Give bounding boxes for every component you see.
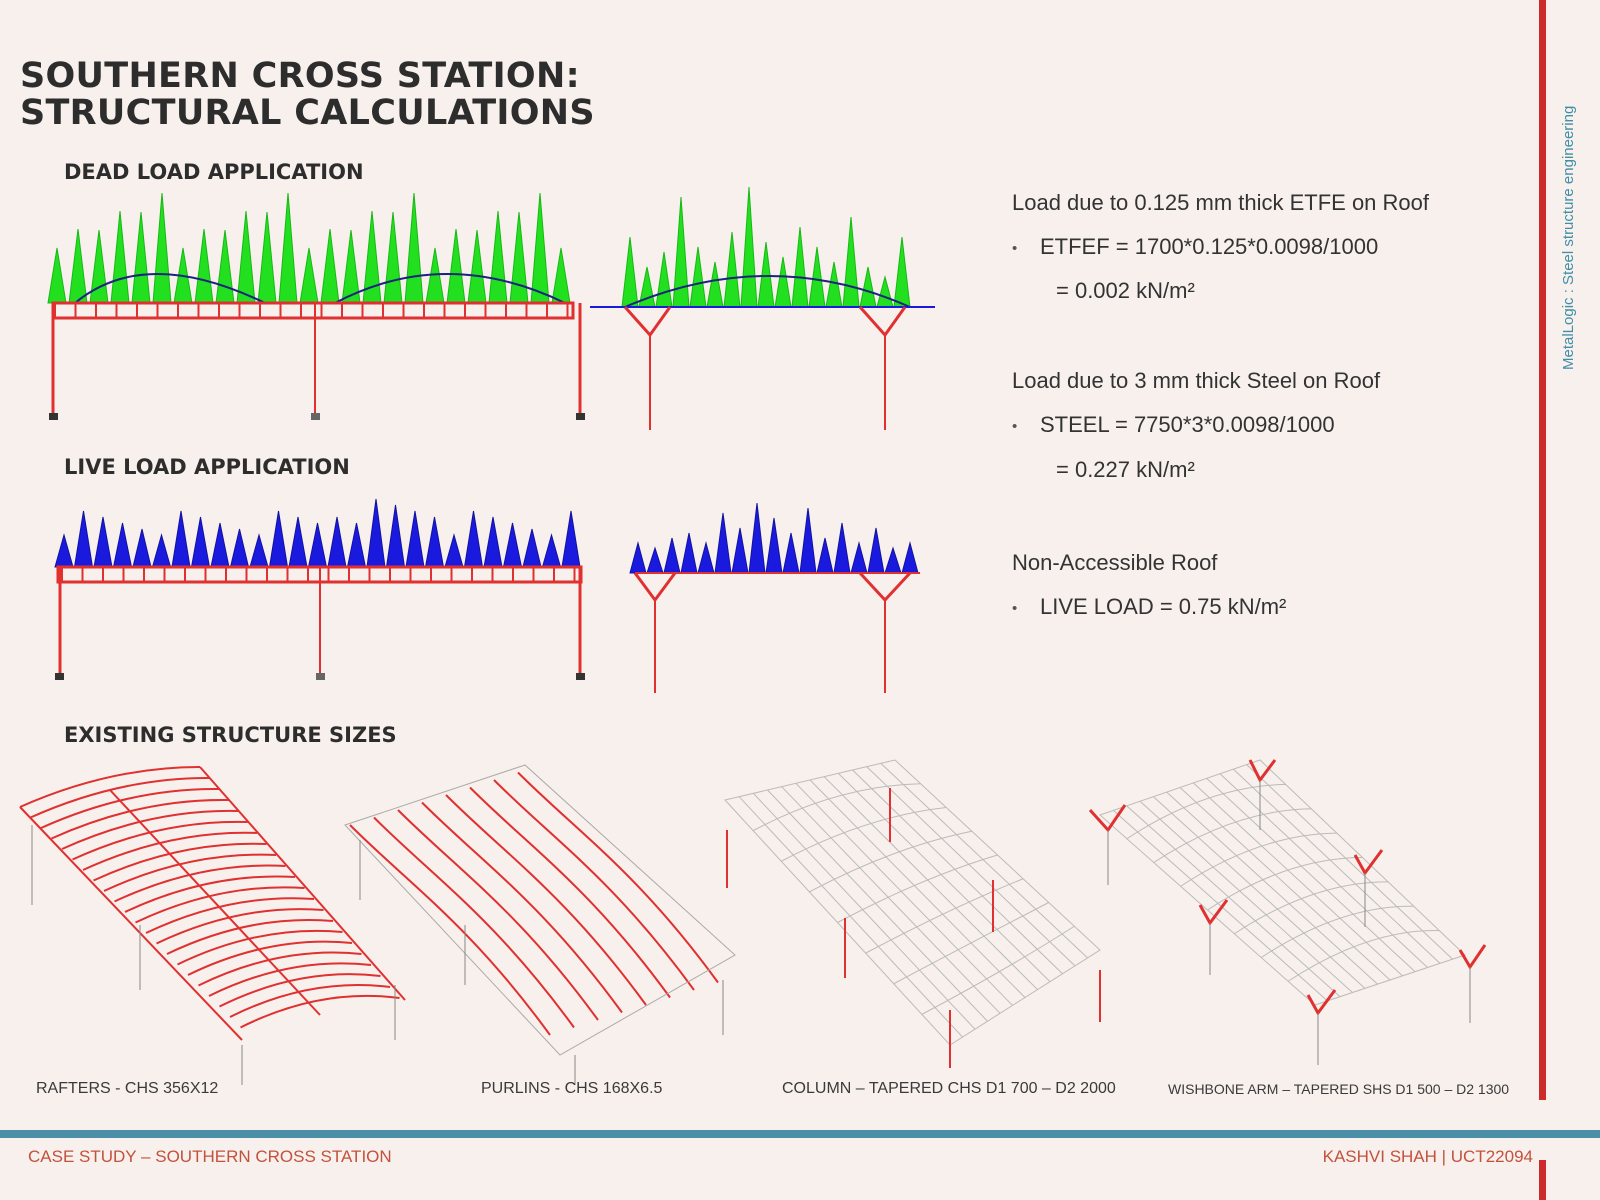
steel-heading: Load due to 3 mm thick Steel on Roof <box>1012 368 1381 393</box>
live-formula: LIVE LOAD = 0.75 kN/m² <box>1040 594 1287 619</box>
page-title: SOUTHERN CROSS STATION: STRUCTURAL CALCU… <box>20 58 595 132</box>
column-caption: COLUMN – TAPERED CHS D1 700 – D2 2000 <box>782 1080 1116 1097</box>
wishbone-caption: WISHBONE ARM – TAPERED SHS D1 500 – D2 1… <box>1168 1081 1510 1097</box>
footer-left: CASE STUDY – SOUTHERN CROSS STATION <box>28 1147 392 1166</box>
wishbone-iso-diagram <box>1088 759 1487 1065</box>
dead-load-truss-arch <box>74 273 566 304</box>
column-iso-diagram <box>724 759 1101 1068</box>
live-load-elevation <box>54 498 585 680</box>
dead-load-elevation <box>47 192 585 420</box>
steel-formula: STEEL = 7750*3*0.0098/1000 <box>1040 412 1335 437</box>
purlins-iso-diagram <box>344 764 736 1085</box>
title-line-2: STRUCTURAL CALCULATIONS <box>20 93 595 133</box>
footer-right: KASHVI SHAH | UCT22094 <box>1322 1147 1533 1166</box>
footer-accent <box>1539 1160 1546 1200</box>
etfe-result: = 0.002 kN/m² <box>1056 278 1195 303</box>
rafters-caption: RAFTERS - CHS 356X12 <box>36 1080 219 1097</box>
etfe-formula: ETFEF = 1700*0.125*0.0098/1000 <box>1040 234 1379 259</box>
etfe-heading: Load due to 0.125 mm thick ETFE on Roof <box>1012 190 1430 215</box>
footer-divider <box>0 1130 1600 1138</box>
live-load-heading: LIVE LOAD APPLICATION <box>64 455 350 479</box>
live-load-section <box>629 502 920 693</box>
dead-load-section <box>590 186 935 430</box>
dead-load-heading: DEAD LOAD APPLICATION <box>64 160 364 184</box>
rafters-iso-diagram <box>19 766 406 1085</box>
side-label: MetalLogic : Steel structure engineering <box>1560 105 1577 370</box>
bullet-icon: • <box>1012 240 1018 257</box>
accent-bar <box>1539 0 1546 1100</box>
existing-sizes-heading: EXISTING STRUCTURE SIZES <box>64 723 397 747</box>
bullet-icon: • <box>1012 600 1018 617</box>
purlins-caption: PURLINS - CHS 168X6.5 <box>481 1080 663 1097</box>
dead-load-green-peaks <box>47 192 571 304</box>
live-heading: Non-Accessible Roof <box>1012 550 1218 575</box>
bullet-icon: • <box>1012 418 1018 435</box>
dead-load-frame-beam <box>51 301 575 320</box>
title-line-1: SOUTHERN CROSS STATION: <box>20 56 580 96</box>
steel-result: = 0.227 kN/m² <box>1056 457 1195 482</box>
